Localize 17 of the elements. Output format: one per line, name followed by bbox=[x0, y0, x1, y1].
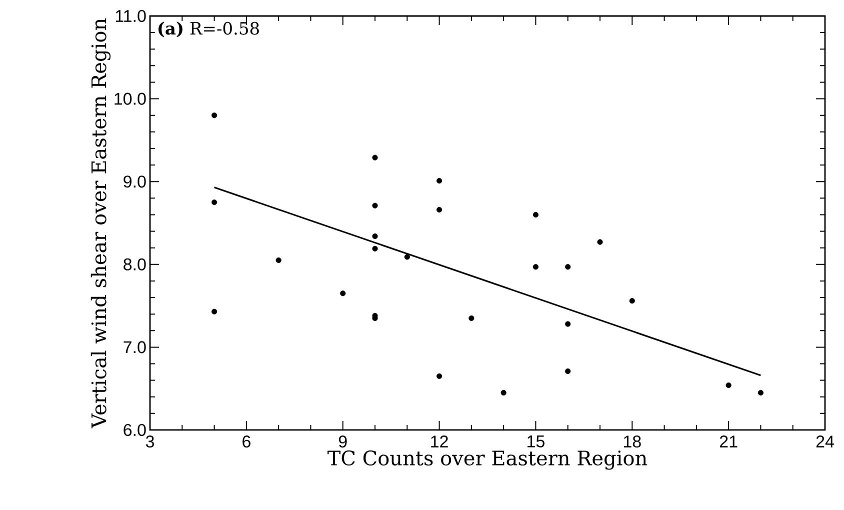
y-tick-label: 9.0 bbox=[124, 176, 146, 188]
y-tick-label: 11.0 bbox=[116, 10, 146, 22]
y-tick-label: 8.0 bbox=[124, 258, 146, 270]
x-tick-label: 6 bbox=[242, 436, 250, 448]
y-tick-label: 7.0 bbox=[124, 341, 146, 354]
x-tick-label: 12 bbox=[431, 436, 448, 448]
x-tick-label: 24 bbox=[816, 436, 834, 448]
y-tick-label: 6.0 bbox=[124, 424, 146, 436]
x-tick-label: 18 bbox=[624, 436, 641, 448]
y-tick-label: 10.0 bbox=[114, 92, 146, 105]
annotation: (a) R=-0.58 bbox=[158, 22, 259, 38]
y-axis-title: Vertical wind shear over Eastern Region bbox=[90, 18, 111, 428]
x-tick-label: 15 bbox=[528, 436, 544, 448]
x-tick-label: 9 bbox=[338, 436, 347, 448]
x-tick-label: 21 bbox=[720, 436, 738, 448]
x-tick-label: 3 bbox=[146, 436, 154, 448]
x-axis-title: TC Counts over Eastern Region bbox=[328, 450, 648, 470]
